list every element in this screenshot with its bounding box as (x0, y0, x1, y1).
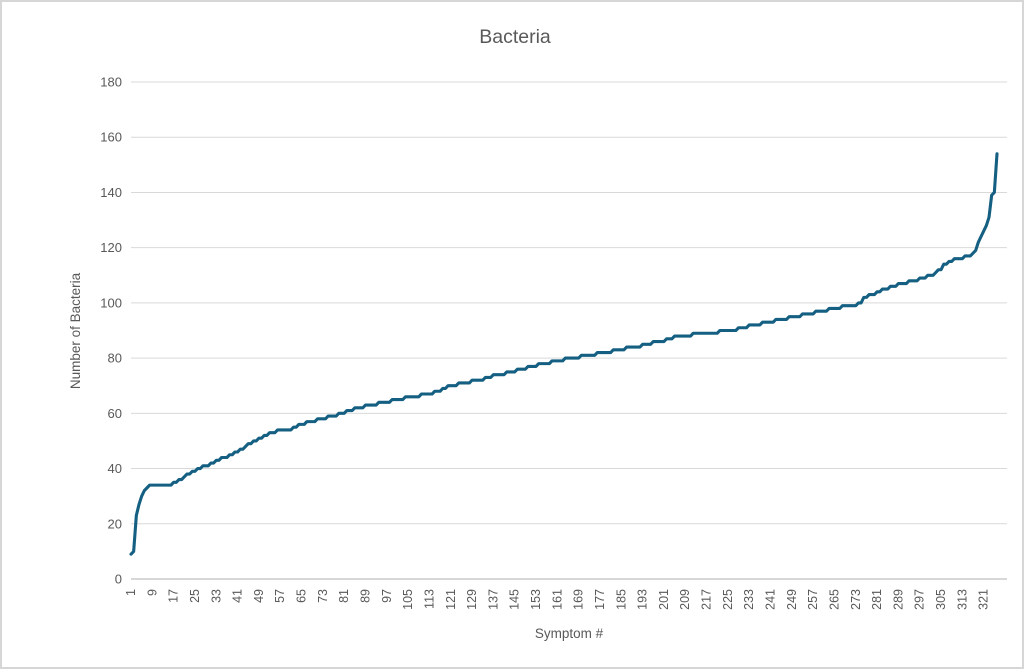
x-tick-label: 41 (231, 589, 245, 603)
x-tick-label: 161 (550, 589, 564, 610)
x-axis-tick-labels: 1 9 17 25 33 41 49 57 65 73 81 89 97 105 113 121 129 137 1… (124, 589, 991, 610)
x-tick-label: 265 (827, 589, 841, 610)
y-tick-label: 180 (100, 75, 122, 90)
x-tick-label: 73 (316, 589, 330, 603)
y-tick-label: 0 (115, 572, 122, 587)
x-tick-label: 65 (295, 589, 309, 603)
y-tick-label: 80 (108, 351, 122, 366)
x-tick-label: 185 (614, 589, 628, 610)
x-tick-label: 297 (913, 589, 927, 610)
series-line-bacteria (129, 152, 999, 556)
x-tick-label: 17 (167, 589, 181, 603)
x-tick-label: 113 (422, 589, 436, 609)
x-tick-label: 1 (124, 589, 138, 596)
x-tick-label: 49 (252, 589, 266, 603)
data-series (129, 152, 999, 556)
x-tick-label: 249 (785, 589, 799, 610)
y-tick-label: 160 (100, 130, 122, 145)
x-tick-label: 233 (742, 589, 756, 610)
x-tick-label: 121 (444, 589, 458, 610)
x-tick-label: 129 (465, 589, 479, 610)
y-tick-label: 120 (100, 240, 122, 255)
x-tick-label: 97 (380, 589, 394, 603)
x-tick-label: 313 (955, 589, 969, 610)
x-tick-label: 57 (273, 589, 287, 603)
y-tick-label: 20 (108, 516, 122, 531)
x-tick-label: 169 (572, 589, 586, 610)
x-tick-label: 201 (657, 589, 671, 610)
x-tick-label: 209 (678, 589, 692, 610)
x-axis-title: Symptom # (535, 626, 604, 641)
y-tick-label: 40 (108, 461, 122, 476)
x-tick-label: 25 (188, 589, 202, 603)
x-tick-label: 281 (870, 589, 884, 610)
x-tick-label: 257 (806, 589, 820, 610)
x-tick-label: 33 (209, 589, 223, 603)
y-axis-title: Number of Bacteria (68, 272, 83, 389)
x-tick-label: 145 (508, 589, 522, 610)
x-tick-label: 9 (145, 589, 159, 596)
x-tick-label: 105 (401, 589, 415, 610)
x-tick-label: 321 (977, 589, 991, 610)
x-tick-label: 305 (934, 589, 948, 610)
x-tick-label: 137 (486, 589, 500, 610)
x-tick-label: 89 (358, 589, 372, 603)
y-tick-label: 60 (108, 406, 122, 421)
x-tick-label: 193 (636, 589, 650, 610)
x-tick-label: 225 (721, 589, 735, 610)
x-tick-label: 241 (764, 589, 778, 610)
chart-title: Bacteria (479, 26, 551, 48)
x-tick-label: 177 (593, 589, 607, 610)
x-tick-label: 153 (529, 589, 543, 610)
y-tick-label: 100 (100, 295, 122, 310)
gridlines (131, 81, 1007, 580)
x-tick-label: 289 (891, 589, 905, 610)
x-tick-label: 273 (849, 589, 863, 610)
y-axis-tick-labels: 0 20 40 60 80 100 120 140 160 180 (100, 75, 122, 587)
x-tick-label: 217 (700, 589, 714, 610)
y-tick-label: 140 (100, 185, 122, 200)
x-tick-label: 81 (337, 589, 351, 603)
